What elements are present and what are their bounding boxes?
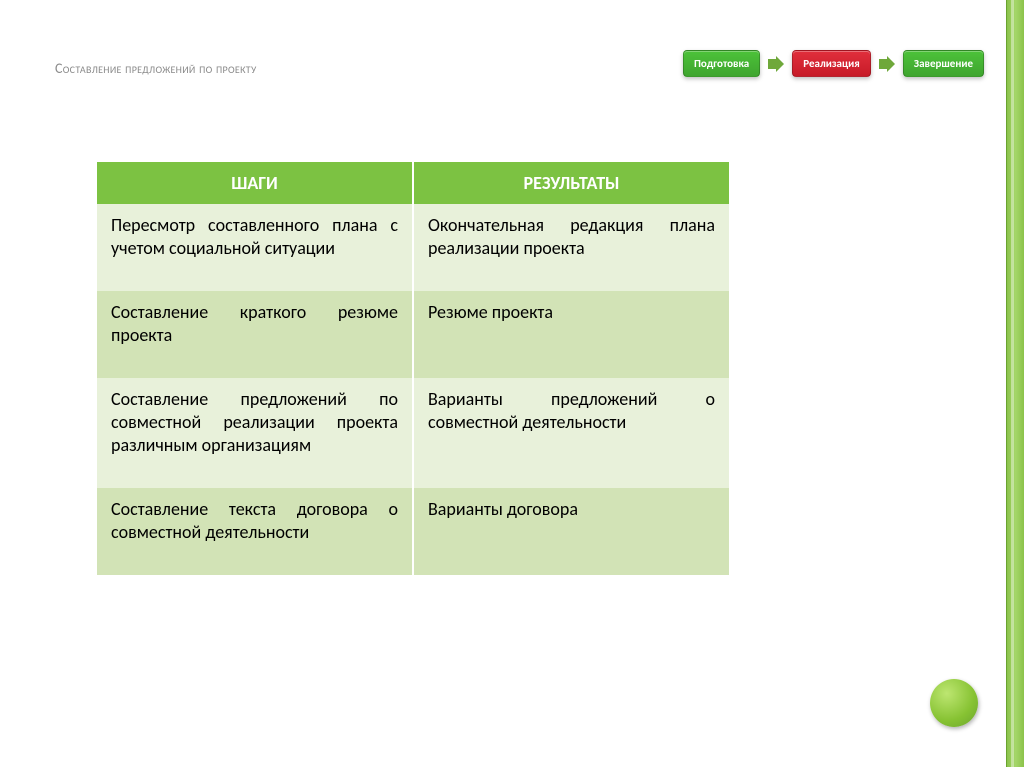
arrow-icon: [879, 56, 895, 72]
step-cell: Составление предложений по совместной ре…: [97, 378, 413, 488]
result-cell: Варианты договора: [413, 488, 729, 575]
result-cell: Варианты предложений о совместной деятел…: [413, 378, 729, 488]
table-row: Составление текста договора о совместной…: [97, 488, 729, 575]
table-row: Составление краткого резюме проектаРезюм…: [97, 291, 729, 378]
decorative-circle-icon: [930, 679, 978, 727]
step-cell: Пересмотр составленного плана с учетом с…: [97, 204, 413, 291]
stage-prep-button: Подготовка: [683, 50, 760, 77]
page-title: Составление предложений по проекту: [55, 60, 257, 77]
step-cell: Составление краткого резюме проекта: [97, 291, 413, 378]
stage-end-button: Завершение: [903, 50, 984, 77]
result-cell: Окончательная редакция плана реализации …: [413, 204, 729, 291]
stage-impl-button: Реализация: [792, 50, 871, 77]
table-row: Составление предложений по совместной ре…: [97, 378, 729, 488]
step-cell: Составление текста договора о совместной…: [97, 488, 413, 575]
steps-results-table: ШАГИ РЕЗУЛЬТАТЫ Пересмотр составленного …: [97, 162, 729, 575]
decorative-right-stripe: [1006, 0, 1024, 767]
column-header-results: РЕЗУЛЬТАТЫ: [413, 162, 729, 204]
stage-breadcrumb: Подготовка Реализация Завершение: [683, 50, 984, 77]
result-cell: Резюме проекта: [413, 291, 729, 378]
arrow-icon: [768, 56, 784, 72]
table-row: Пересмотр составленного плана с учетом с…: [97, 204, 729, 291]
column-header-steps: ШАГИ: [97, 162, 413, 204]
